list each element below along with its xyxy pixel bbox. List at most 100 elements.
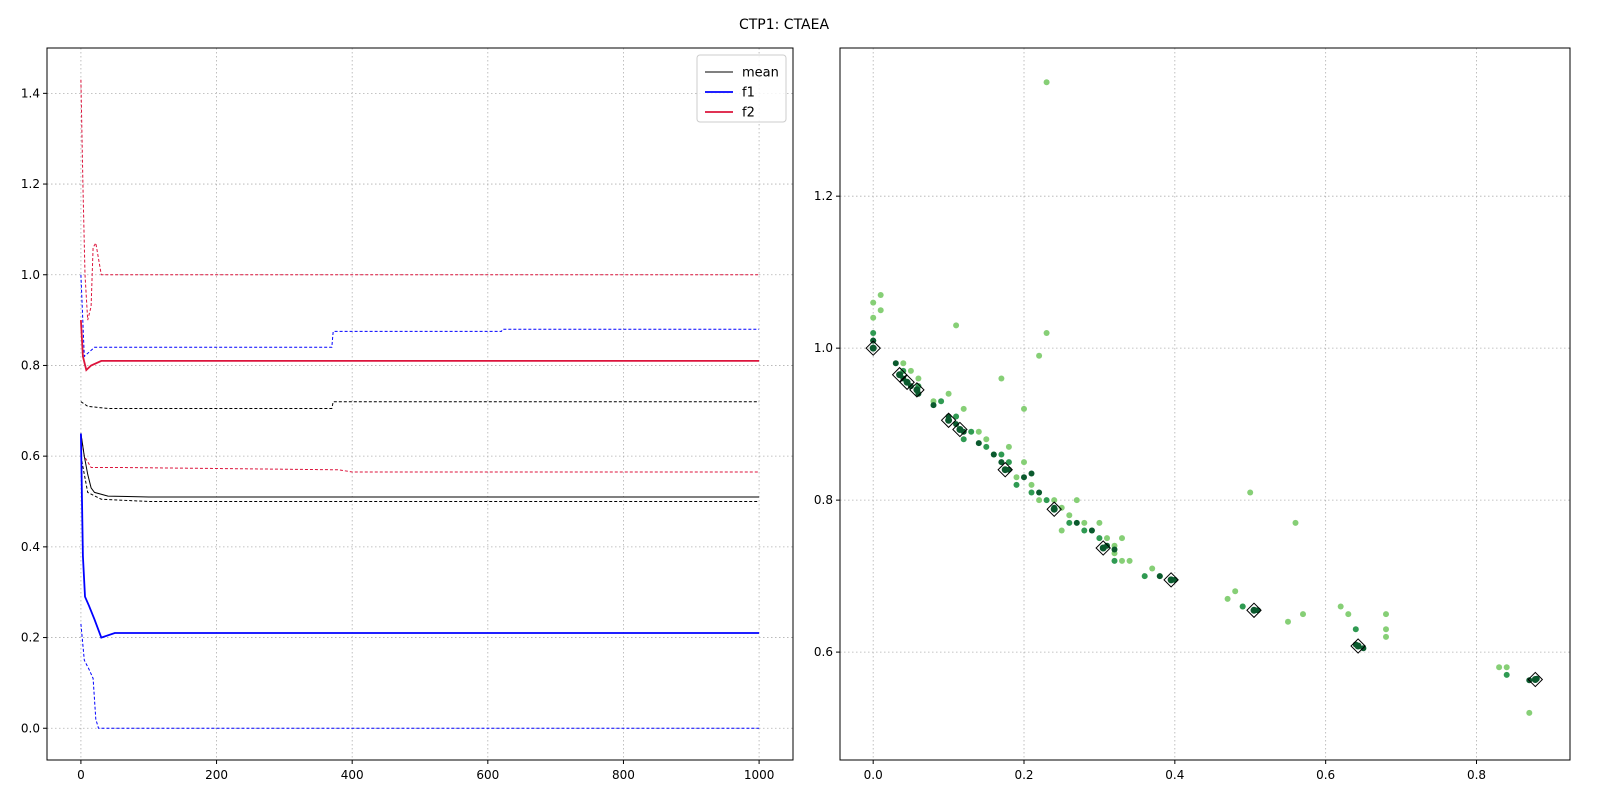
scatter-point — [1066, 519, 1073, 526]
scatter-point — [1224, 595, 1231, 602]
scatter-point — [968, 428, 975, 435]
scatter-point — [900, 360, 907, 367]
scatter-point — [1239, 603, 1246, 610]
right-gridlines — [840, 48, 1570, 760]
front-point — [903, 378, 911, 386]
y-tick-label: 0.4 — [21, 540, 40, 554]
scatter-point — [1345, 611, 1352, 618]
x-tick-label: 0 — [77, 768, 85, 782]
scatter-point — [1028, 481, 1035, 488]
scatter-point — [915, 375, 922, 382]
scatter-point — [1073, 497, 1080, 504]
front-point — [1050, 505, 1058, 513]
convergence-plot: 0 200 400 600 800 1000 0.0 0.2 0.4 0.6 0.8 1.0 1.2 1… — [21, 47, 794, 782]
scatter-point — [1013, 481, 1020, 488]
scatter-point — [960, 436, 967, 443]
bound-line — [80, 79, 760, 321]
scatter-point — [1096, 535, 1103, 542]
front-point — [896, 371, 904, 379]
bound-line — [80, 623, 760, 729]
scatter-point — [945, 390, 952, 397]
scatter-point — [1036, 352, 1043, 359]
front-point — [945, 416, 953, 424]
scatter-point — [1119, 535, 1125, 542]
scatter-point — [1028, 489, 1035, 496]
scatter-point — [1247, 489, 1254, 496]
scatter-point — [960, 405, 967, 412]
y-tick-label: 0.6 — [21, 449, 40, 463]
y-tick-label: 1.0 — [21, 268, 40, 282]
series-line-mean — [80, 433, 760, 498]
scatter-point — [1073, 519, 1080, 526]
scatter-point — [1096, 519, 1103, 526]
front-point — [1531, 676, 1539, 683]
legend-label-mean: mean — [742, 66, 779, 81]
legend-label-f2: f2 — [742, 106, 755, 121]
scatter-point — [998, 375, 1005, 382]
right-y-ticks: 0.6 0.8 1.0 1.2 — [814, 189, 840, 659]
right-scatter-points — [870, 79, 1540, 716]
scatter-point — [877, 307, 884, 314]
scatter-point — [1013, 474, 1020, 481]
front-diamond-marker — [909, 382, 925, 398]
scatter-point — [1021, 459, 1027, 466]
series-line-f1 — [80, 433, 760, 639]
scatter-point — [1300, 611, 1306, 618]
right-pareto-markers — [865, 340, 1544, 688]
scatter-point — [1111, 546, 1118, 553]
front-point — [1099, 544, 1107, 552]
scatter-point — [1066, 512, 1073, 519]
scatter-point — [1036, 497, 1043, 504]
scatter-point — [1111, 557, 1118, 564]
scatter-point — [938, 398, 945, 405]
scatter-point — [1021, 405, 1027, 412]
scatter-point — [990, 451, 997, 458]
y-tick-label: 1.0 — [814, 341, 833, 355]
legend: mean f1 f2 — [696, 54, 787, 123]
y-tick-label: 1.2 — [21, 177, 40, 191]
left-gridlines — [47, 48, 793, 760]
front-diamond-marker — [940, 412, 957, 429]
scatter-point — [1043, 497, 1050, 504]
scatter-point — [1141, 573, 1148, 580]
scatter-point — [1005, 459, 1012, 466]
scatter-point — [998, 451, 1005, 458]
legend-items: mean f1 f2 — [705, 66, 779, 121]
x-tick-label: 400 — [341, 768, 364, 782]
scatter-point — [1503, 671, 1510, 678]
y-tick-label: 1.4 — [21, 86, 40, 100]
front-point — [869, 344, 877, 352]
scatter-point — [1081, 519, 1088, 526]
scatter-point — [870, 314, 877, 321]
scatter-point — [930, 402, 937, 409]
left-axes-frame — [46, 47, 794, 761]
scatter-point — [1156, 573, 1163, 580]
scatter-point — [975, 428, 982, 435]
front-point — [956, 426, 964, 433]
front-diamond-marker — [997, 461, 1013, 478]
front-diamond-marker — [1350, 638, 1366, 654]
left-y-ticks: 0.0 0.2 0.4 0.6 0.8 1.0 1.2 1.4 — [21, 86, 47, 735]
scatter-point — [1104, 535, 1110, 542]
front-diamond-marker — [1046, 501, 1062, 517]
bound-line — [80, 274, 760, 358]
scatter-point — [1292, 519, 1299, 526]
x-tick-label: 800 — [612, 768, 635, 782]
front-diamond-marker — [1163, 572, 1179, 588]
front-diamond-marker — [1095, 540, 1111, 556]
scatter-point — [1051, 497, 1058, 504]
scatter-point — [1232, 588, 1239, 595]
x-tick-label: 0.2 — [1014, 768, 1033, 782]
scatter-point — [1043, 330, 1050, 336]
scatter-point — [877, 292, 884, 298]
scatter-point — [1285, 618, 1291, 625]
y-tick-label: 0.6 — [814, 645, 833, 659]
scatter-point — [1383, 633, 1389, 640]
right-x-ticks: 0.0 0.2 0.4 0.6 0.8 — [864, 760, 1486, 782]
scatter-point — [983, 443, 990, 450]
bound-line — [80, 401, 760, 409]
scatter-point — [1036, 489, 1043, 496]
scatter-point — [1081, 527, 1088, 534]
front-diamond-marker — [1527, 671, 1544, 688]
